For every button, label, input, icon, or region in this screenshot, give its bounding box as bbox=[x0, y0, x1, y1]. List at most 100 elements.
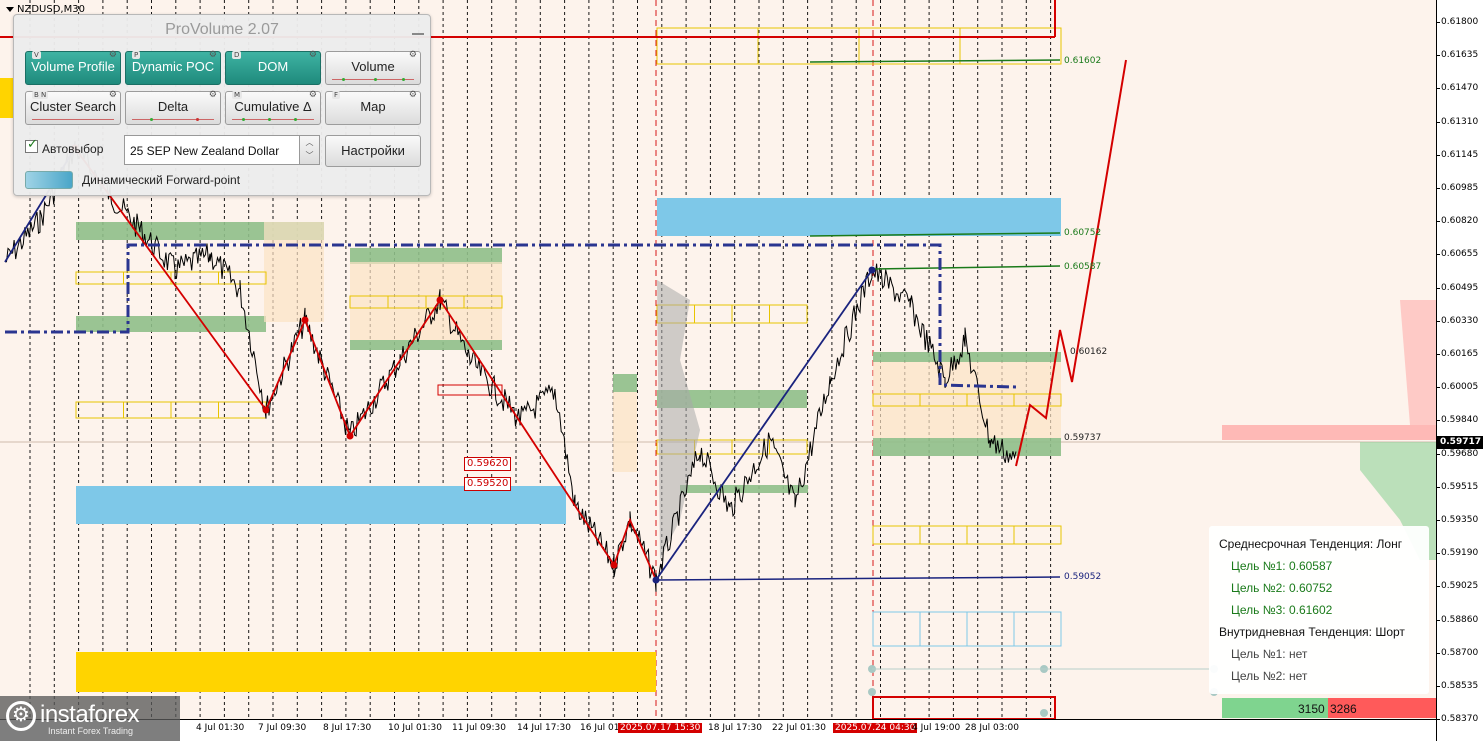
indicator-dots bbox=[232, 118, 314, 122]
value-box bbox=[75, 401, 124, 419]
cluster-search-button[interactable]: B N ⚙ Cluster Search bbox=[25, 91, 121, 125]
level-label: 0.59737 bbox=[1064, 433, 1102, 443]
delta-button[interactable]: ⚙ Delta bbox=[125, 91, 221, 125]
price-box-label: 0.59520 bbox=[464, 477, 512, 491]
volume-zone bbox=[350, 340, 502, 350]
volume-zone bbox=[657, 198, 1061, 236]
time-tick: 7 Jul 09:30 bbox=[258, 723, 307, 733]
zigzag-line bbox=[74, 147, 657, 581]
auto-select-label: Автовыбор bbox=[42, 142, 104, 156]
time-tick: 16 Jul 01: bbox=[580, 723, 623, 733]
price-box-label: 0.59620 bbox=[464, 457, 512, 471]
forecast-line bbox=[1015, 59, 1127, 467]
volume-zone bbox=[264, 222, 324, 322]
volume-zone bbox=[873, 438, 1061, 456]
button-label: Delta bbox=[157, 99, 189, 114]
cumulative-delta-button[interactable]: M ⚙ Cumulative Δ bbox=[225, 91, 321, 125]
gear-icon[interactable]: ⚙ bbox=[108, 50, 117, 60]
price-tick: 0.58860 bbox=[1435, 615, 1478, 625]
support-line bbox=[656, 576, 1061, 581]
gear-icon[interactable]: ⚙ bbox=[408, 90, 417, 100]
pivot-point bbox=[652, 576, 660, 584]
price-tick: 0.61470 bbox=[1435, 83, 1478, 93]
sell-volume-bar bbox=[1328, 698, 1436, 718]
level-label: 0.60752 bbox=[1064, 228, 1102, 238]
time-tick: 8 Jul 17:30 bbox=[323, 723, 372, 733]
price-tick: 0.59680 bbox=[1435, 449, 1478, 459]
dom-profile bbox=[1222, 425, 1436, 440]
price-tick: 0.60655 bbox=[1435, 249, 1478, 259]
value-box bbox=[123, 401, 172, 419]
value-box bbox=[769, 439, 808, 455]
value-box bbox=[959, 27, 1062, 65]
volume-profile-button[interactable]: V ⚙ Volume Profile bbox=[25, 51, 121, 85]
volume-zone bbox=[613, 374, 637, 392]
hotkey-label: F bbox=[332, 91, 341, 99]
volume-zone bbox=[76, 652, 656, 692]
hotkey-label: D bbox=[232, 51, 242, 59]
gear-icon[interactable]: ⚙ bbox=[308, 90, 317, 100]
volume-button[interactable]: ⚙ Volume bbox=[325, 51, 421, 85]
dom-button[interactable]: D ⚙ DOM bbox=[225, 51, 321, 85]
value-box bbox=[731, 304, 770, 324]
value-box bbox=[123, 271, 172, 285]
sell-volume-value: 3286 bbox=[1330, 702, 1357, 716]
price-tick: 0.60495 bbox=[1435, 283, 1478, 293]
spin-arrows-icon[interactable]: ︿ ﹀ bbox=[299, 136, 319, 164]
gear-icon[interactable]: ⚙ bbox=[408, 50, 417, 60]
time-tick: 18 Jul 17:30 bbox=[708, 723, 762, 733]
price-tick: 0.59840 bbox=[1435, 415, 1478, 425]
hotkey-label: B N bbox=[32, 91, 49, 99]
price-axis[interactable] bbox=[1436, 0, 1484, 741]
contract-value: 25 SEP New Zealand Dollar bbox=[130, 144, 280, 158]
hotkey-label: M bbox=[232, 91, 243, 99]
map-button[interactable]: F ⚙ Map bbox=[325, 91, 421, 125]
current-price-badge: 0.59717 bbox=[1437, 436, 1483, 449]
marker-dot bbox=[1040, 709, 1048, 717]
dynamic-poc-button[interactable]: P ⚙ Dynamic POC bbox=[125, 51, 221, 85]
time-tick: 14 Jul 17:30 bbox=[517, 723, 571, 733]
brand-tagline: Instant Forex Trading bbox=[48, 726, 134, 736]
price-tick: 0.59515 bbox=[1435, 482, 1478, 492]
dynamic-poc-line bbox=[5, 243, 1017, 389]
dom-profile bbox=[1400, 300, 1436, 425]
value-box bbox=[75, 271, 124, 285]
buy-volume-value: 3150 bbox=[1298, 702, 1325, 716]
time-axis[interactable] bbox=[0, 719, 1436, 741]
volume-zones bbox=[0, 27, 1436, 692]
gear-icon[interactable]: ⚙ bbox=[208, 50, 217, 60]
panel-title: ProVolume 2.07 bbox=[165, 21, 279, 38]
auto-select-checkbox[interactable] bbox=[25, 137, 38, 153]
gear-icon[interactable]: ⚙ bbox=[208, 90, 217, 100]
price-line bbox=[5, 141, 1017, 592]
price-tick: 0.61145 bbox=[1435, 150, 1478, 160]
settings-button[interactable]: Настройки bbox=[325, 135, 421, 167]
gear-icon[interactable]: ⚙ bbox=[308, 50, 317, 60]
price-tick: 0.58370 bbox=[1435, 714, 1478, 724]
pivot-point bbox=[610, 561, 618, 569]
button-label: Volume bbox=[351, 59, 395, 74]
value-box bbox=[437, 384, 503, 396]
target-line bbox=[809, 59, 1061, 63]
pivot-point bbox=[868, 266, 876, 274]
pivot-point bbox=[436, 296, 444, 304]
button-label: Volume Profile bbox=[31, 59, 115, 74]
price-tick: 0.61800 bbox=[1435, 17, 1478, 27]
value-box bbox=[218, 401, 267, 419]
gear-icon[interactable]: ⚙ bbox=[108, 90, 117, 100]
value-box bbox=[463, 295, 503, 309]
volume-zone bbox=[613, 392, 637, 472]
contract-select[interactable]: 25 SEP New Zealand Dollar ︿ ﹀ bbox=[124, 135, 320, 165]
caret-down-icon bbox=[6, 6, 14, 12]
chart-symbol: NZDUSD,M30 bbox=[6, 4, 85, 15]
price-tick: 0.58535 bbox=[1435, 681, 1478, 691]
level-label: 0.61602 bbox=[1064, 56, 1102, 66]
forward-point-toggle[interactable] bbox=[25, 171, 73, 189]
price-tick: 0.59025 bbox=[1435, 581, 1478, 591]
value-box bbox=[966, 525, 1015, 545]
minimize-icon[interactable] bbox=[412, 25, 424, 35]
button-label: Cluster Search bbox=[30, 99, 116, 114]
value-box bbox=[170, 271, 219, 285]
pivot-point bbox=[262, 406, 270, 414]
